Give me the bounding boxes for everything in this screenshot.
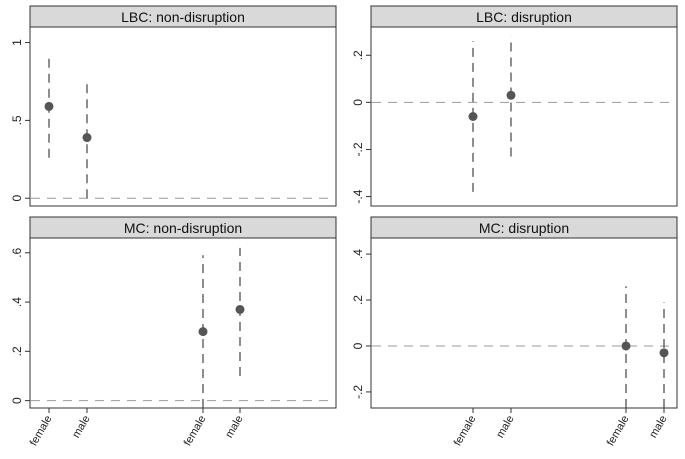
x-tick-label-right: female <box>605 414 632 449</box>
x-tick-label-left: male <box>70 414 92 441</box>
y-tick-label-3: .6 <box>10 247 24 257</box>
panel-title-4: MC: disruption <box>479 220 569 236</box>
y-tick-label-4: 0 <box>351 342 365 349</box>
point-marker-female <box>44 101 54 111</box>
y-tick-label-3: 0 <box>10 397 24 404</box>
x-tick-label-left: female <box>182 414 209 449</box>
y-tick-label-3: .4 <box>10 297 24 307</box>
panel-title-3: MC: non-disruption <box>124 220 242 236</box>
y-tick-label-4: -.2 <box>351 385 365 399</box>
y-tick-label-2: -.2 <box>351 142 365 156</box>
x-tick-label-left: female <box>28 414 55 449</box>
x-tick-label-right: female <box>452 414 479 449</box>
y-tick-label-1: .5 <box>10 115 24 125</box>
y-tick-label-3: .2 <box>10 346 24 356</box>
point-marker-female <box>621 341 631 351</box>
y-tick-label-4: .2 <box>351 295 365 305</box>
point-marker-male <box>506 90 516 100</box>
x-tick-label-right: male <box>647 414 669 441</box>
y-tick-label-1: 0 <box>10 195 24 202</box>
y-tick-label-1: 1 <box>10 39 24 46</box>
panel-title-2: LBC: disruption <box>476 9 572 25</box>
plot-area-3 <box>29 237 337 409</box>
point-marker-female <box>198 327 208 337</box>
point-marker-male <box>235 304 245 314</box>
plot-area-1 <box>29 26 337 207</box>
point-marker-male <box>659 348 669 358</box>
y-tick-label-4: .4 <box>351 249 365 259</box>
y-tick-label-2: 0 <box>351 99 365 106</box>
x-tick-label-left: male <box>223 414 245 441</box>
point-marker-female <box>468 112 478 121</box>
y-tick-label-2: .2 <box>351 50 365 60</box>
y-tick-label-2: -.4 <box>351 189 365 203</box>
plot-area-4 <box>370 237 678 409</box>
plot-area-2 <box>370 26 678 207</box>
panel-title-1: LBC: non-disruption <box>121 9 245 25</box>
x-tick-label-right: male <box>494 414 516 441</box>
point-marker-male <box>82 133 92 143</box>
